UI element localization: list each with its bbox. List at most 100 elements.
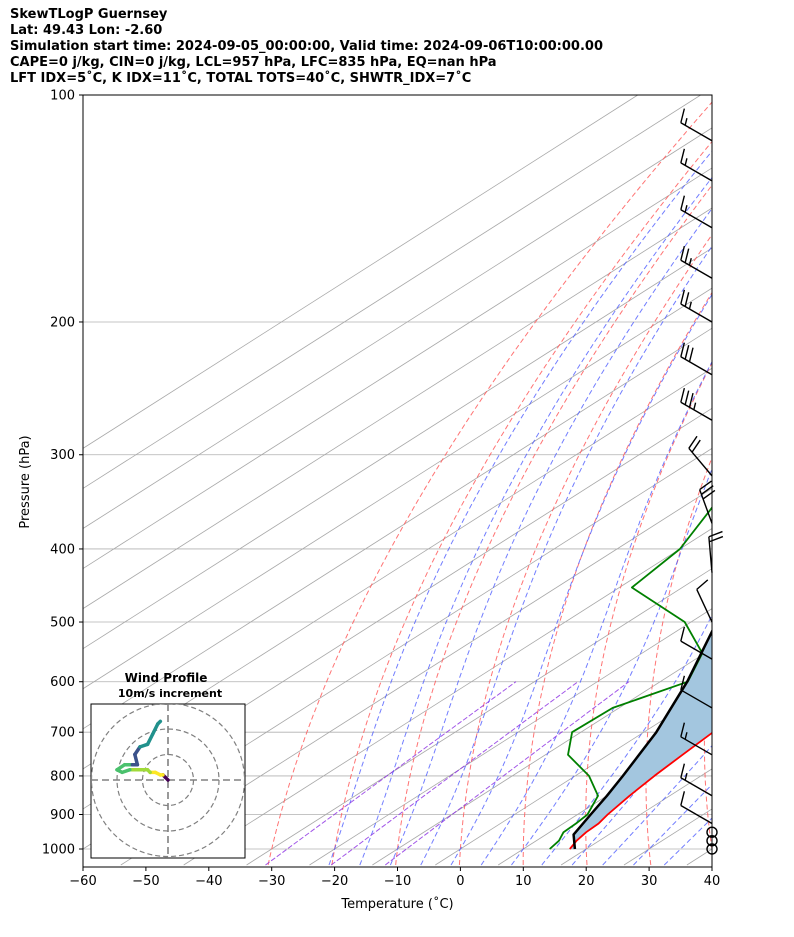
x-tick-label: −20 [321,874,348,889]
y-tick-label: 200 [50,315,75,330]
x-tick-label: 40 [704,874,721,889]
wind-barb [680,245,713,279]
moist-adiabat [511,467,712,866]
hodograph-inset: Wind Profile 10m/s increment [90,671,246,859]
moist-adiabat [389,207,712,866]
moist-adiabat [359,176,712,866]
x-tick-label: 30 [641,874,658,889]
wind-barb [680,722,713,756]
x-tick-label: −60 [69,874,96,889]
moist-adiabat [420,245,712,866]
hodograph-segment [150,722,160,736]
moist-adiabat [480,360,712,866]
wind-barb [708,530,724,573]
wind-barbs [680,108,724,855]
isotherm-line [372,648,712,866]
wind-barb [680,342,713,376]
hodograph-plot [91,704,245,858]
dry-adiabat [585,361,712,866]
plot-area [83,95,794,866]
x-tick-label: −40 [195,874,222,889]
moist-adiabat [450,293,712,866]
dry-adiabat [331,140,712,866]
time-line: Simulation start time: 2024-09-05_00:00:… [10,39,603,54]
hodograph-subtitle: 10m/s increment [118,687,222,700]
parcel-line [572,628,712,850]
y-tick-label: 300 [50,448,75,463]
x-tick-label: 20 [578,874,595,889]
hodograph-ring [91,704,245,858]
isotherm-line [309,608,712,866]
isotherm-line [83,327,712,730]
dry-adiabat [522,291,712,865]
isotherm-line [83,247,712,650]
moist-adiabat [328,150,712,866]
wind-barb [680,289,713,323]
wind-barb [680,387,713,421]
wind-barb [688,435,713,477]
chart-header: SkewTLogP Guernsey Lat: 49.43 Lon: -2.60… [10,7,603,87]
wind-barb [696,579,713,623]
isotherm-line [83,167,712,570]
moist-adiabat [541,614,712,866]
y-tick-label: 100 [50,89,75,104]
isotherm-line [83,207,712,610]
x-tick-label: 0 [456,874,464,889]
isotherm-line [246,568,712,866]
x-tick-label: 10 [515,874,532,889]
hodograph-segment [145,732,155,747]
moist-adiabat [602,744,712,866]
wind-barb [680,675,713,709]
mixing-ratio-line [384,681,630,866]
isotherm-line [83,127,712,529]
params-line-1: CAPE=0 j/kg, CIN=0 j/kg, LCL=957 hPa, LF… [10,55,497,70]
wind-barb [680,148,713,182]
wind-barb [680,791,713,825]
temperature-line [569,731,712,850]
mixing-ratio-line [265,681,517,866]
x-tick-label: −10 [384,874,411,889]
calm-wind-circle [706,835,718,847]
isotherm-line [83,447,712,850]
wind-barb [680,626,713,660]
dry-adiabat [267,101,712,866]
isotherm-line [83,95,639,449]
isotherm-line [435,688,712,866]
cape-shading [569,631,712,849]
wind-barb [680,763,713,797]
isotherm-line [750,95,794,865]
wind-barb [680,195,713,229]
isotherm-line [183,528,712,866]
y-tick-label: 900 [50,808,75,823]
calm-wind-circle [706,843,718,855]
y-axis-label: Pressure (hPa) [18,435,33,528]
wind-barb [680,108,713,142]
moist-adiabat [633,783,712,866]
isotherm-line [83,95,701,489]
y-tick-label: 1000 [42,843,75,858]
params-line-2: LFT IDX=5˚C, K IDX=11˚C, TOTAL TOTS=40˚C… [10,71,472,86]
hodograph-segment [156,719,163,726]
hodograph-segment [133,752,140,767]
location-line: Lat: 49.43 Lon: -2.60 [10,23,163,38]
x-tick-label: −50 [132,874,159,889]
y-tick-label: 500 [50,616,75,631]
calm-wind-circle [706,826,718,838]
dry-adiabat [395,184,712,866]
chart-title: SkewTLogP Guernsey [10,7,168,22]
y-tick-label: 800 [50,769,75,784]
isotherm-line [83,287,712,690]
wind-barb [699,480,716,524]
axes: −60 −50 −40 −30 −20 −10 0 10 20 30 40 100 200 300 400 5… [18,89,720,913]
dry-adiabat [761,95,794,865]
y-tick-label: 700 [50,726,75,741]
dewpoint-line [549,506,712,850]
isotherm-line [120,487,712,866]
hodograph-title: Wind Profile [125,671,208,685]
x-axis-label: Temperature (˚C) [340,896,453,912]
y-tick-label: 400 [50,542,75,557]
dry-adiabat [703,634,712,853]
mixing-ratio-line [330,681,579,866]
dry-adiabat [458,233,712,866]
